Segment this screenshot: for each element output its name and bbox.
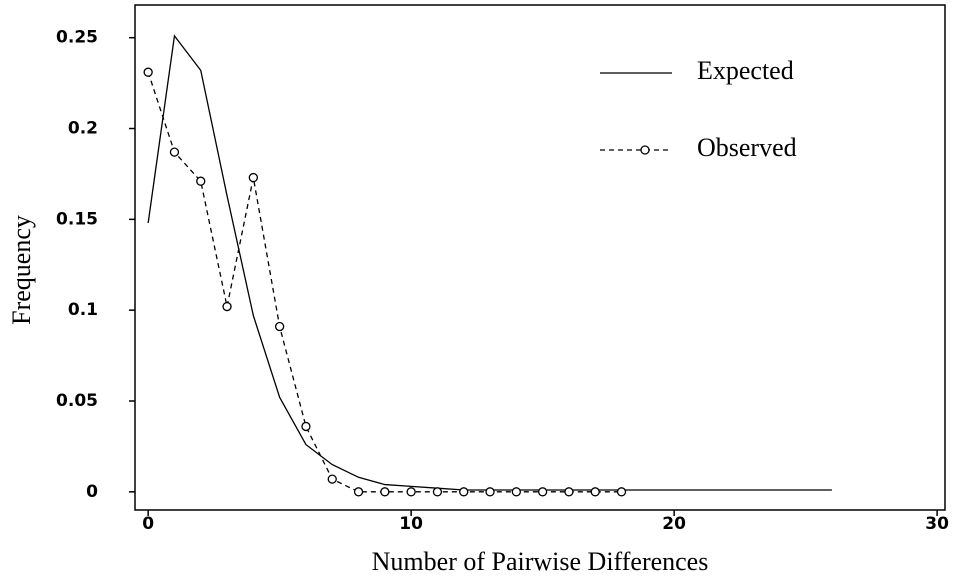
y-tick-label: 0 xyxy=(86,482,98,502)
data-point xyxy=(196,176,206,186)
data-point xyxy=(616,487,627,497)
legend-label: Expected xyxy=(697,56,794,85)
x-tick-label: 20 xyxy=(662,514,686,534)
x-axis-title: Number of Pairwise Differences xyxy=(372,547,709,576)
data-point xyxy=(564,487,574,497)
data-point xyxy=(274,321,285,332)
data-point xyxy=(327,474,337,484)
y-tick-label: 0.2 xyxy=(68,119,98,139)
y-tick-label: 0.15 xyxy=(56,209,98,229)
data-point xyxy=(222,301,232,312)
data-point xyxy=(301,421,311,432)
series-line xyxy=(147,34,832,491)
data-point xyxy=(459,487,469,497)
y-tick-label: 0.05 xyxy=(56,391,98,411)
data-point xyxy=(406,487,416,497)
data-point xyxy=(432,487,443,497)
x-tick-label: 10 xyxy=(399,514,423,534)
data-point xyxy=(590,487,600,497)
y-tick-label: 0.1 xyxy=(68,300,98,320)
data-point xyxy=(143,67,153,77)
data-point xyxy=(380,487,390,497)
y-axis-title: Frequency xyxy=(7,215,36,325)
data-point xyxy=(485,487,495,497)
y-tick-label: 0.25 xyxy=(56,28,98,48)
legend-label: Observed xyxy=(697,133,797,162)
x-tick-label: 0 xyxy=(142,514,154,534)
series-line xyxy=(147,72,622,493)
data-point xyxy=(169,147,180,157)
data-point xyxy=(353,487,364,497)
data-point xyxy=(511,487,521,497)
legend-marker xyxy=(640,145,650,155)
x-tick-label: 30 xyxy=(925,514,949,534)
data-point xyxy=(248,172,258,183)
data-point xyxy=(537,487,548,497)
plot-frame xyxy=(134,4,946,511)
